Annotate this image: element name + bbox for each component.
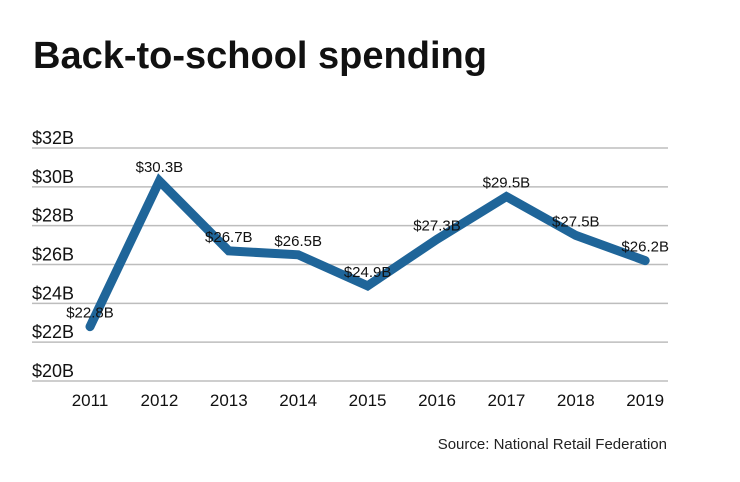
y-tick-label: $28B: [32, 206, 74, 226]
y-tick-label: $32B: [32, 128, 74, 148]
x-tick-label: 2011: [72, 391, 109, 410]
data-label: $29.5B: [483, 175, 531, 192]
x-tick-label: 2017: [487, 391, 525, 410]
x-tick-label: 2012: [140, 391, 178, 410]
x-tick-label: 2014: [279, 391, 317, 410]
chart-title: Back-to-school spending: [33, 35, 487, 77]
x-tick-label: 2018: [557, 391, 595, 410]
data-label: $26.5B: [274, 233, 322, 250]
x-tick-label: 2015: [349, 391, 387, 410]
data-label: $27.5B: [552, 213, 600, 230]
y-tick-label: $24B: [32, 283, 74, 303]
data-label: $26.2B: [621, 239, 669, 256]
x-tick-label: 2013: [210, 391, 248, 410]
data-label: $26.7B: [205, 229, 253, 246]
data-label: $30.3B: [136, 159, 184, 176]
x-tick-label: 2016: [418, 391, 456, 410]
data-label: $22.8B: [66, 305, 114, 322]
series-line: [85, 173, 650, 332]
source-note: Source: National Retail Federation: [438, 436, 667, 453]
x-tick-label: 2019: [626, 391, 664, 410]
data-label: $24.9B: [344, 264, 392, 281]
data-label: $27.3B: [413, 217, 461, 234]
y-tick-label: $20B: [32, 361, 74, 381]
y-tick-label: $30B: [32, 167, 74, 187]
y-tick-label: $22B: [32, 322, 74, 342]
y-tick-label: $26B: [32, 245, 74, 265]
